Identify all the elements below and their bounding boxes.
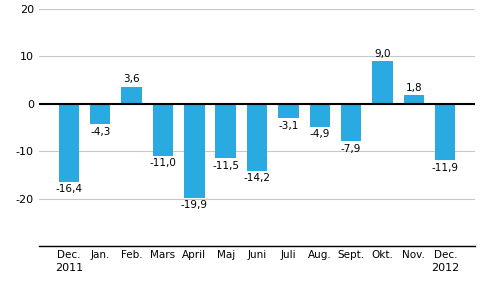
Bar (152, 104, 173, 156)
Text: -4,9: -4,9 (309, 129, 329, 140)
Bar (278, 104, 298, 119)
Text: -14,2: -14,2 (243, 173, 270, 184)
Bar (340, 104, 361, 141)
Bar (309, 104, 329, 127)
Bar (184, 104, 204, 198)
Bar (121, 87, 141, 104)
Text: -3,1: -3,1 (278, 121, 298, 131)
Text: -19,9: -19,9 (181, 200, 207, 211)
Text: -7,9: -7,9 (340, 144, 361, 154)
Bar (403, 95, 423, 104)
Bar (90, 104, 110, 124)
Text: 3,6: 3,6 (123, 74, 139, 84)
Bar (372, 61, 392, 104)
Text: -11,0: -11,0 (149, 158, 176, 168)
Text: 2011: 2011 (55, 262, 83, 273)
Bar (434, 104, 454, 160)
Text: -16,4: -16,4 (55, 184, 82, 194)
Bar (59, 104, 79, 182)
Text: -4,3: -4,3 (90, 127, 110, 136)
Text: 2012: 2012 (430, 262, 458, 273)
Bar (215, 104, 235, 158)
Text: -11,5: -11,5 (212, 161, 239, 171)
Text: 1,8: 1,8 (405, 83, 422, 93)
Bar (246, 104, 267, 171)
Text: -11,9: -11,9 (431, 163, 458, 172)
Text: 9,0: 9,0 (374, 49, 390, 59)
